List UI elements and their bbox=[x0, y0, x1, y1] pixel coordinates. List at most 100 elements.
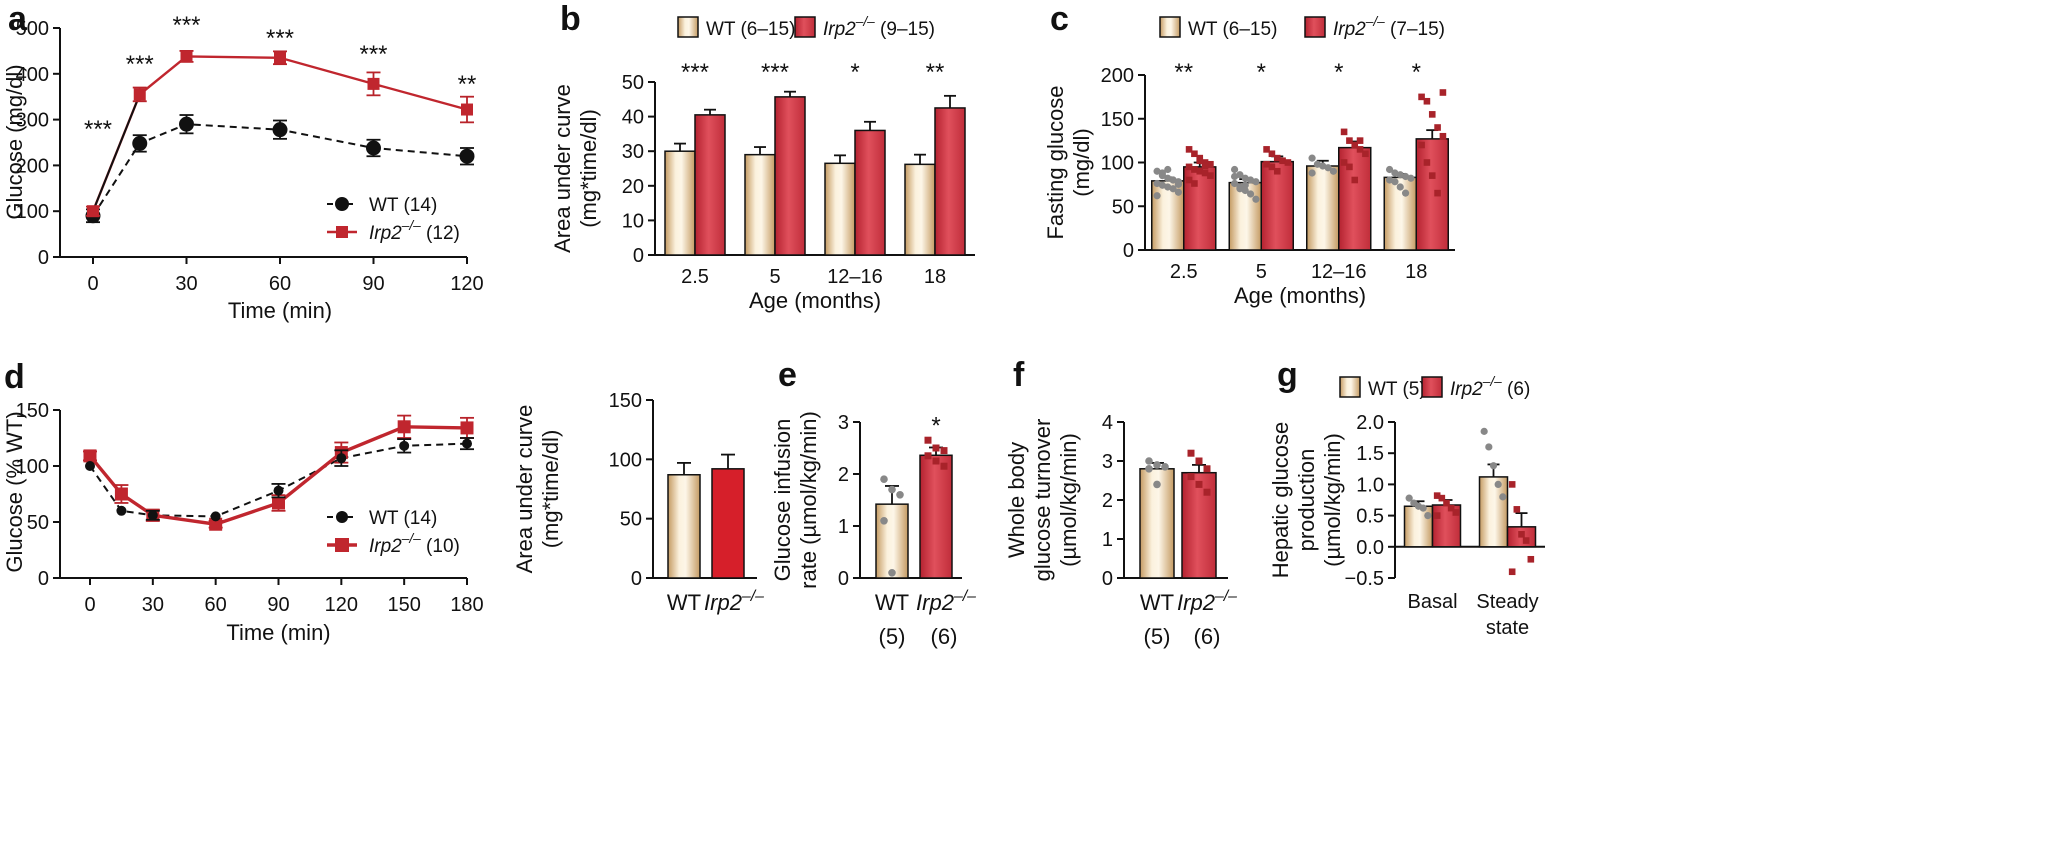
panel-c-x-tick-label: 5 bbox=[1256, 261, 1267, 283]
panel-c-irp2-dot bbox=[1185, 176, 1193, 184]
panel-a-legend-irp2-marker bbox=[336, 226, 348, 238]
panel-c-legend-irp2-label: Irp2–/– (7–15) bbox=[1333, 14, 1445, 40]
panel-c-irp2-dot bbox=[1201, 159, 1209, 166]
panel-c-irp2-dot bbox=[1356, 137, 1364, 144]
panel-b-y-tick-label: 30 bbox=[622, 141, 644, 163]
panel-c-y-label: (mg/dl) bbox=[1069, 128, 1094, 196]
panel-g-legend-wt-label: WT (5) bbox=[1368, 379, 1426, 400]
panel-c-wt-dot bbox=[1308, 154, 1316, 162]
panel-c-irp2-dot bbox=[1434, 189, 1441, 197]
panel-g-y-label: (µmol/kg/min) bbox=[1320, 433, 1345, 567]
panel-f-y-tick-label: 0 bbox=[1102, 568, 1113, 590]
panel-g-x-tick-label: Steady bbox=[1476, 591, 1538, 613]
panel-e-irp2-dot bbox=[924, 452, 932, 460]
panel-c-irp2-dot bbox=[1273, 154, 1281, 162]
panel-f-irp2-dot bbox=[1187, 473, 1195, 481]
panel-d-y-tick-label: 100 bbox=[16, 456, 49, 478]
panel-a-wt-point bbox=[272, 122, 288, 138]
panel-a-y-tick-label: 500 bbox=[16, 18, 49, 40]
panel-a-x-tick-label: 90 bbox=[362, 273, 384, 295]
panel-a-y-tick-label: 200 bbox=[16, 155, 49, 177]
panel-d-x-tick-label: 120 bbox=[325, 594, 358, 616]
panel-d-wt-point bbox=[116, 505, 127, 516]
panel-c-irp2-dot bbox=[1351, 141, 1359, 149]
panel-d-irp2-point bbox=[272, 496, 285, 510]
panel-c-irp2-bar bbox=[1260, 160, 1294, 251]
panel-f-x-tick-label: WT bbox=[1140, 590, 1174, 615]
panel-c-irp2-dot bbox=[1196, 167, 1204, 175]
panel-g-irp2-dot bbox=[1433, 512, 1441, 519]
panel-b-legend-irp2-label: Irp2–/– (9–15) bbox=[823, 14, 935, 40]
panel-f-label: f bbox=[1013, 356, 1025, 394]
panel-a-irp2-point bbox=[274, 51, 286, 64]
panel-d-wt-line bbox=[89, 442, 468, 518]
panel-e-y-tick-label: 0 bbox=[838, 568, 849, 590]
panel-c-significance: ** bbox=[1174, 59, 1193, 86]
panel-g-wt-dot bbox=[1499, 493, 1507, 501]
panel-c-irp2-dot bbox=[1346, 163, 1353, 171]
panel-g-irp2-dot bbox=[1447, 504, 1455, 512]
panel-b-significance: * bbox=[850, 59, 859, 86]
panel-c-wt-dot bbox=[1396, 183, 1404, 191]
panel-f-n-label: (6) bbox=[1194, 624, 1221, 649]
panel-c-irp2-dot bbox=[1201, 162, 1209, 170]
panel-c-wt-dot bbox=[1241, 181, 1249, 189]
panel-a-irp2-point bbox=[87, 205, 99, 218]
panel-d-legend-wt-marker bbox=[336, 511, 348, 523]
panel-a-irp2-point bbox=[180, 50, 193, 63]
panel-d2-irp2-bar bbox=[711, 468, 745, 579]
panel-a-legend-wt-label: WT (14) bbox=[369, 195, 437, 216]
panel-c-irp2-dot bbox=[1268, 150, 1276, 158]
panel-b-irp2-bar bbox=[694, 114, 726, 256]
panel-d-wt-point bbox=[85, 461, 95, 471]
panel-d2-y-tick-label: 50 bbox=[620, 509, 642, 531]
panel-b-x-tick-label: 2.5 bbox=[681, 266, 709, 288]
panel-g-legend-irp2-label: Irp2–/– (6) bbox=[1450, 374, 1530, 400]
panel-g-legend-irp2-swatch bbox=[1421, 376, 1443, 398]
panel-f-irp2-bar bbox=[1181, 471, 1217, 579]
panel-c-irp2-dot bbox=[1434, 124, 1441, 131]
panel-b-wt-bar bbox=[824, 162, 856, 256]
panel-d-wt-point bbox=[147, 510, 158, 521]
panel-c-irp2-dot bbox=[1439, 89, 1447, 96]
panel-c-wt-dot bbox=[1174, 180, 1183, 188]
panel-d-y-tick-label: 0 bbox=[38, 568, 49, 590]
panel-b-x-tick-label: 12–16 bbox=[827, 266, 883, 288]
panel-e-y-tick-label: 3 bbox=[838, 412, 849, 434]
panel-d-legend-wt-label: WT (14) bbox=[369, 508, 437, 529]
panel-c-irp2-dot bbox=[1439, 132, 1447, 140]
panel-g-wt-dot bbox=[1424, 511, 1432, 520]
panel-a-y-tick-label: 0 bbox=[38, 247, 49, 269]
panel-a-legend-irp2-label: Irp2–/– (12) bbox=[369, 218, 460, 244]
panel-e-wt-dot bbox=[880, 517, 888, 525]
panel-c-wt-dot bbox=[1230, 172, 1239, 181]
panel-d-wt-point bbox=[399, 440, 410, 451]
panel-c-wt-dot bbox=[1391, 178, 1399, 186]
panel-b-y-tick-label: 20 bbox=[622, 176, 644, 198]
panel-c-irp2-dot bbox=[1428, 172, 1436, 179]
panel-d-label: d bbox=[4, 358, 25, 396]
panel-c-irp2-dot bbox=[1284, 159, 1292, 166]
panel-g-wt-dot bbox=[1405, 494, 1413, 502]
panel-a-significance: *** bbox=[359, 41, 387, 68]
panel-a-y-tick-label: 100 bbox=[16, 201, 49, 223]
panel-c-irp2-dot bbox=[1196, 157, 1204, 165]
panel-c-irp2-dot bbox=[1185, 146, 1193, 153]
panel-c-wt-dot bbox=[1230, 179, 1239, 188]
panel-f-y-tick-label: 3 bbox=[1102, 451, 1113, 473]
panel-c-wt-dot bbox=[1324, 164, 1332, 172]
panel-f-irp2-dot bbox=[1203, 465, 1211, 473]
panel-c-y-tick-label: 150 bbox=[1101, 109, 1134, 131]
panel-g-y-tick-label: 1.0 bbox=[1356, 474, 1384, 496]
panel-c-irp2-dot bbox=[1201, 169, 1209, 177]
panel-a-significance: *** bbox=[172, 12, 200, 39]
panel-g-wt-dot bbox=[1485, 443, 1493, 451]
panel-d-irp2-point bbox=[397, 420, 411, 434]
panel-d-x-tick-label: 30 bbox=[142, 594, 164, 616]
panel-e-y-label: rate (µmol/kg/min) bbox=[796, 411, 821, 589]
panel-d-irp2-point bbox=[114, 487, 128, 501]
panel-d2-y-tick-label: 100 bbox=[609, 449, 642, 471]
panel-f-wt-dot bbox=[1161, 463, 1169, 471]
panel-d-wt-point bbox=[210, 511, 221, 522]
panel-c-irp2-dot bbox=[1428, 111, 1436, 118]
